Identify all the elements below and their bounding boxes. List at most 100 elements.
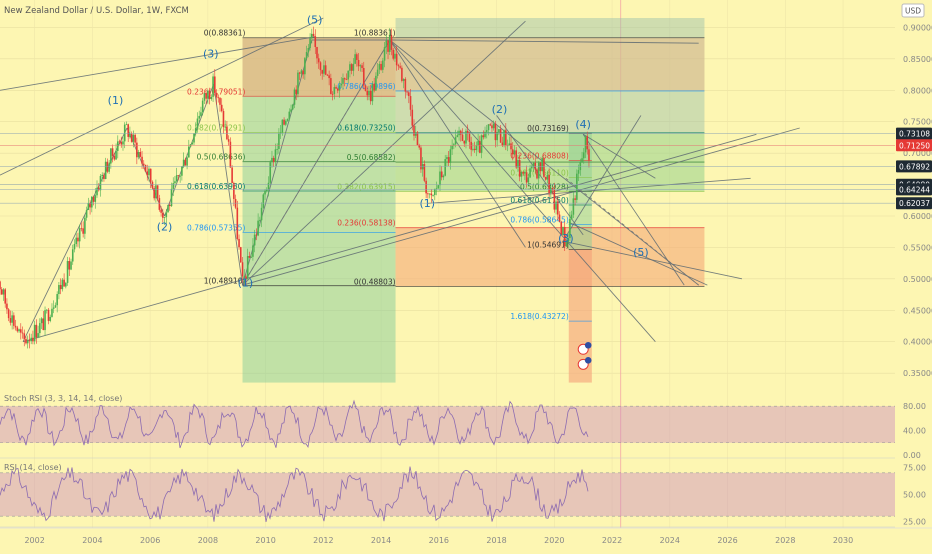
elliott-wave-label: (5) bbox=[307, 14, 323, 27]
dashed-projection[interactable] bbox=[565, 177, 699, 286]
trend-line[interactable] bbox=[242, 20, 526, 286]
candle-body bbox=[85, 210, 88, 218]
candle-body bbox=[435, 188, 438, 190]
time-tick-label: 2018 bbox=[486, 536, 506, 545]
trend-line[interactable] bbox=[242, 39, 391, 286]
time-tick-label: 2004 bbox=[82, 536, 102, 545]
event-count-badge[interactable] bbox=[584, 357, 592, 364]
candle-body bbox=[470, 141, 472, 150]
candle-body bbox=[226, 126, 228, 140]
candle-body bbox=[340, 83, 343, 86]
price-badge[interactable] bbox=[896, 183, 932, 196]
candle-body bbox=[359, 65, 362, 67]
time-tick-label: 2030 bbox=[833, 536, 853, 545]
trend-line[interactable] bbox=[562, 115, 642, 242]
stoch-rsi-tick-label: 40.00 bbox=[903, 427, 926, 436]
candle-body bbox=[99, 175, 102, 191]
candle-body bbox=[463, 140, 466, 144]
trend-line[interactable] bbox=[0, 17, 324, 176]
candle-body bbox=[484, 131, 486, 138]
price-badge[interactable] bbox=[896, 127, 932, 140]
candle-body bbox=[2, 289, 5, 295]
trend-line[interactable] bbox=[568, 221, 708, 286]
candle-body bbox=[556, 201, 559, 215]
candle-body bbox=[307, 48, 310, 53]
candle-body bbox=[265, 189, 268, 192]
candle-body bbox=[366, 90, 369, 96]
candle-body bbox=[129, 133, 131, 137]
trend-line[interactable] bbox=[0, 36, 315, 91]
trend-line[interactable] bbox=[22, 133, 757, 343]
candle-body bbox=[357, 59, 360, 67]
candle-body bbox=[560, 221, 563, 235]
candle-body bbox=[151, 181, 154, 189]
stoch-rsi-line bbox=[0, 399, 589, 449]
elliott-wave-label: (5) bbox=[633, 246, 649, 259]
candle-body bbox=[177, 175, 180, 176]
candle-body bbox=[397, 65, 400, 67]
chart-title: New Zealand Dollar / U.S. Dollar, 1W, FX… bbox=[4, 6, 189, 16]
trend-line[interactable] bbox=[389, 39, 656, 343]
trend-lines[interactable] bbox=[0, 17, 800, 343]
candle-body bbox=[18, 329, 20, 332]
candle-body bbox=[7, 309, 10, 319]
candle-body bbox=[335, 87, 337, 89]
rsi-tick-label: 75.00 bbox=[903, 463, 926, 472]
candle-body bbox=[288, 111, 291, 120]
candle-body bbox=[297, 72, 299, 95]
elliott-wave-label: (2) bbox=[157, 220, 173, 233]
candle-body bbox=[336, 88, 339, 91]
candle-body bbox=[132, 134, 135, 142]
candle-body bbox=[314, 36, 317, 47]
candle-body bbox=[518, 159, 521, 177]
trend-line[interactable] bbox=[496, 115, 584, 236]
price-badge-label: 0.64244 bbox=[899, 185, 930, 194]
time-tick-label: 2014 bbox=[371, 536, 391, 545]
trend-line[interactable] bbox=[582, 134, 685, 286]
price-badge[interactable] bbox=[896, 160, 932, 173]
trend-line[interactable] bbox=[389, 39, 699, 44]
candle-body bbox=[238, 238, 240, 248]
candle-body bbox=[68, 261, 71, 270]
candle-body bbox=[459, 130, 462, 135]
candle-body bbox=[30, 337, 32, 342]
candle-body bbox=[361, 65, 363, 69]
trend-line[interactable] bbox=[427, 177, 751, 204]
candle-body bbox=[222, 110, 225, 128]
candle-body bbox=[466, 130, 469, 133]
candle-body bbox=[449, 149, 452, 163]
price-badge[interactable] bbox=[896, 197, 932, 210]
candle-body bbox=[71, 249, 74, 262]
candle-body bbox=[413, 125, 415, 136]
time-tick-label: 2006 bbox=[140, 536, 160, 545]
trend-line[interactable] bbox=[389, 39, 526, 248]
candle-body bbox=[382, 60, 384, 70]
candle-body bbox=[562, 227, 564, 235]
currency-badge[interactable] bbox=[901, 3, 925, 18]
candle-body bbox=[32, 337, 34, 342]
candle-body bbox=[250, 256, 252, 258]
candle-body bbox=[35, 324, 38, 338]
event-markers[interactable] bbox=[577, 341, 592, 370]
trend-line[interactable] bbox=[242, 127, 800, 286]
trend-line[interactable] bbox=[582, 133, 656, 179]
candle-body bbox=[330, 78, 332, 94]
candle-body bbox=[165, 212, 168, 218]
candle-body bbox=[208, 90, 211, 100]
event-count-badge[interactable] bbox=[584, 341, 592, 349]
fib-levels: 0(0.88361)0.236(0.79051)0.382(0.73291)0.… bbox=[187, 29, 705, 322]
candle-body bbox=[184, 159, 187, 166]
candle-body bbox=[113, 155, 116, 160]
candle-body bbox=[241, 262, 244, 277]
fib-left-label: 0.786(0.57355) bbox=[187, 224, 245, 233]
price-badge[interactable] bbox=[896, 139, 932, 152]
elliott-wave-label: (4) bbox=[575, 118, 591, 131]
candle-body bbox=[300, 70, 303, 74]
fib-right-label: 1.618(0.43272) bbox=[510, 312, 568, 321]
candle-body bbox=[520, 171, 523, 177]
